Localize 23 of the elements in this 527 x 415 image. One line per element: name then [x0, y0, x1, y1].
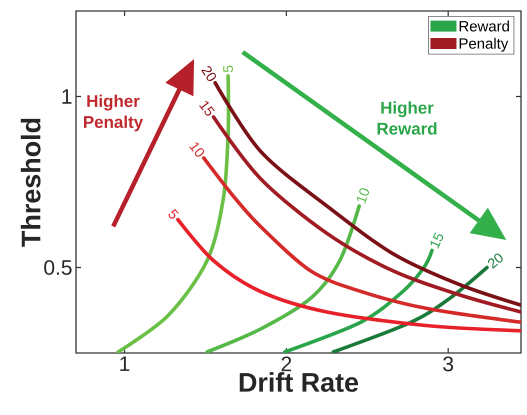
x-tick-label: 1 — [120, 356, 130, 371]
line-series — [205, 204, 361, 353]
y-axis-title: Threshold — [20, 118, 41, 247]
annotation: 5 — [223, 66, 233, 72]
annotation: 20 — [488, 253, 503, 269]
x-tick-label: 2 — [282, 356, 292, 372]
annotation: 15 — [430, 232, 444, 249]
annotation: 20 — [201, 66, 216, 82]
y-tick-label: 0.5 — [44, 260, 72, 275]
annotation: Higher Reward — [378, 101, 436, 135]
x-axis-title: Drift Rate — [240, 372, 358, 392]
annotation: 5 — [168, 209, 179, 219]
annotation: 10 — [356, 188, 369, 204]
x-tick-label: 3 — [443, 356, 454, 372]
line-series — [213, 81, 522, 307]
annotation: Higher Penalty — [84, 94, 144, 132]
line-series — [282, 248, 434, 353]
annotation: 15 — [199, 101, 215, 116]
annotation: 10 — [189, 142, 204, 157]
legend-label: Penalty — [460, 38, 508, 52]
legend-label: Reward — [460, 20, 509, 32]
line-series — [176, 218, 522, 333]
line-series — [202, 156, 522, 324]
